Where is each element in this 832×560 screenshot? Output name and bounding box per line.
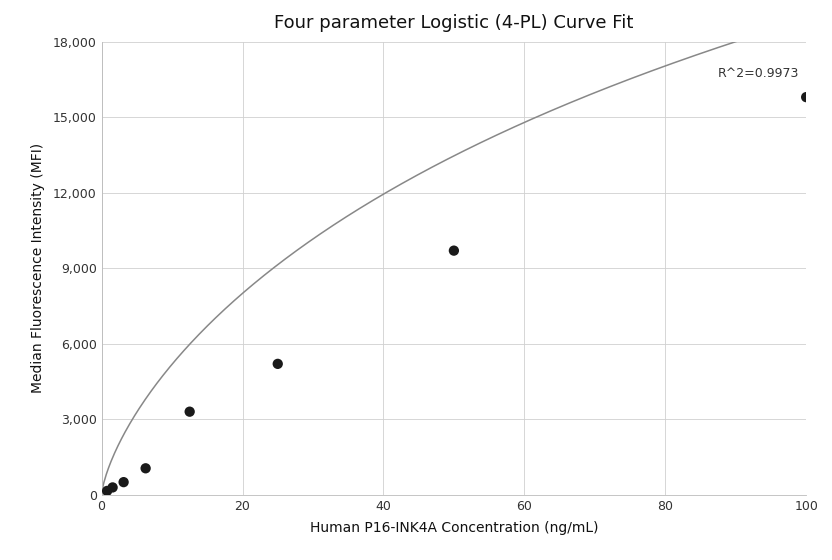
Point [101, 487, 114, 496]
Y-axis label: Median Fluorescence Intensity (MFI): Median Fluorescence Intensity (MFI) [31, 143, 45, 393]
Point [448, 246, 461, 255]
Point [139, 464, 152, 473]
Point [106, 483, 119, 492]
Title: Four parameter Logistic (4-PL) Curve Fit: Four parameter Logistic (4-PL) Curve Fit [275, 14, 634, 32]
Point [117, 478, 131, 487]
X-axis label: Human P16-INK4A Concentration (ng/mL): Human P16-INK4A Concentration (ng/mL) [310, 521, 598, 535]
Point [800, 92, 813, 101]
Text: R^2=0.9973: R^2=0.9973 [718, 67, 799, 80]
Point [183, 407, 196, 416]
Point [271, 360, 285, 368]
